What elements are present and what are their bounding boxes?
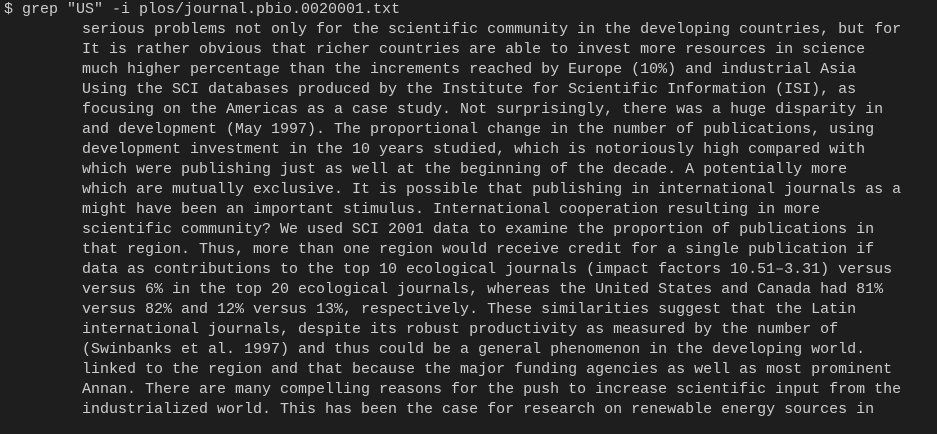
output-line: It is rather obvious that richer countri… [82,41,866,58]
output-line: versus 6% in the top 20 ecological journ… [82,281,884,298]
output-line: and development (May 1997). The proporti… [82,121,875,138]
output-line: might have been an important stimulus. I… [82,201,821,218]
output-line: much higher percentage than the incremen… [82,61,857,78]
output-line: industrialized world. This has been the … [82,401,875,418]
command-line: $ grep "US" -i plos/journal.pbio.0020001… [4,1,401,18]
output-line: scientific community? We used SCI 2001 d… [82,221,875,238]
output-line: (Swinbanks et al. 1997) and thus could b… [82,341,866,358]
output-line: Using the SCI databases produced by the … [82,81,857,98]
output-line: data as contributions to the top 10 ecol… [82,261,893,278]
output-line: development investment in the 10 years s… [82,141,866,158]
output-line: which are mutually exclusive. It is poss… [82,181,902,198]
output-line: focusing on the Americas as a case study… [82,101,884,118]
output-line: Annan. There are many compelling reasons… [82,381,902,398]
output-line: serious problems not only for the scient… [82,21,902,38]
output-line: international journals, despite its robu… [82,321,839,338]
output-line: that region. Thus, more than one region … [82,241,875,258]
output-line: which were publishing just as well at th… [82,161,848,178]
output-line: versus 82% and 12% versus 13%, respectiv… [82,301,857,318]
output-line: linked to the region and that because th… [82,361,893,378]
